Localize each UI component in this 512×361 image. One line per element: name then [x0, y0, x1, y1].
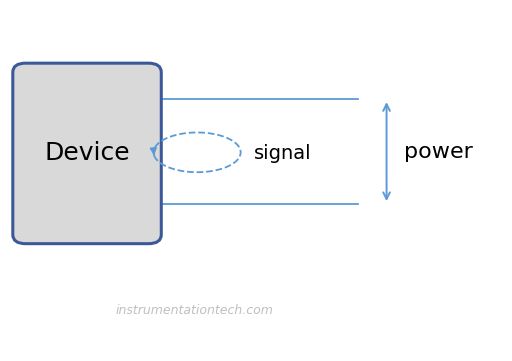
- FancyBboxPatch shape: [13, 63, 161, 244]
- Text: power: power: [404, 142, 474, 162]
- Text: instrumentationtech.com: instrumentationtech.com: [116, 304, 273, 317]
- Text: signal: signal: [253, 144, 311, 163]
- Text: Device: Device: [44, 142, 130, 165]
